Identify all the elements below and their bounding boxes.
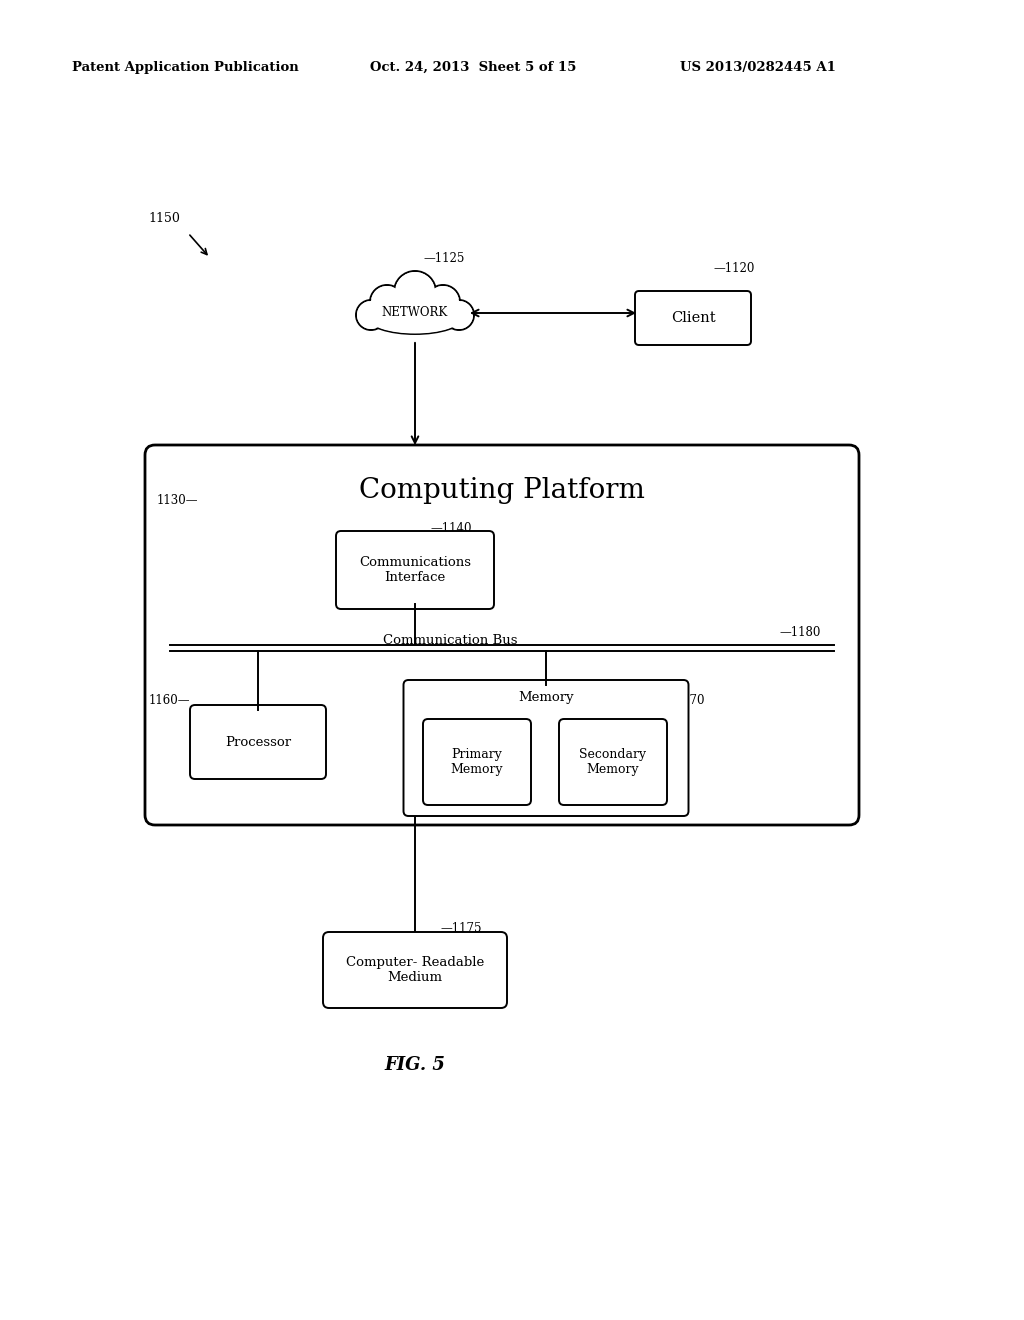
- Text: Primary
Memory: Primary Memory: [451, 748, 504, 776]
- Text: Computer- Readable
Medium: Computer- Readable Medium: [346, 956, 484, 983]
- Text: —1170: —1170: [664, 693, 705, 706]
- Circle shape: [444, 300, 474, 330]
- Text: —1175: —1175: [440, 921, 481, 935]
- Text: —1180: —1180: [779, 627, 820, 639]
- Text: Oct. 24, 2013  Sheet 5 of 15: Oct. 24, 2013 Sheet 5 of 15: [370, 61, 577, 74]
- Text: 1130—: 1130—: [157, 494, 199, 507]
- Text: —1140: —1140: [430, 521, 471, 535]
- FancyBboxPatch shape: [403, 680, 688, 816]
- Text: —1125: —1125: [423, 252, 464, 264]
- Circle shape: [426, 285, 460, 319]
- Text: FIG. 5: FIG. 5: [385, 1056, 445, 1074]
- Text: Memory: Memory: [518, 692, 573, 705]
- Circle shape: [395, 272, 435, 312]
- Circle shape: [357, 301, 385, 329]
- Text: —1120: —1120: [713, 261, 755, 275]
- Circle shape: [370, 285, 404, 319]
- Text: Secondary
Memory: Secondary Memory: [580, 748, 646, 776]
- FancyBboxPatch shape: [190, 705, 326, 779]
- Text: 1174—: 1174—: [431, 711, 472, 725]
- Ellipse shape: [369, 302, 462, 334]
- Text: Communication Bus: Communication Bus: [383, 634, 517, 647]
- FancyBboxPatch shape: [423, 719, 531, 805]
- Circle shape: [371, 286, 403, 318]
- Ellipse shape: [368, 302, 463, 334]
- Circle shape: [394, 271, 436, 313]
- Text: 1160—: 1160—: [148, 693, 190, 706]
- FancyBboxPatch shape: [323, 932, 507, 1008]
- Text: Processor: Processor: [225, 735, 291, 748]
- Text: Communications
Interface: Communications Interface: [359, 556, 471, 583]
- FancyBboxPatch shape: [559, 719, 667, 805]
- Text: Patent Application Publication: Patent Application Publication: [72, 61, 299, 74]
- FancyBboxPatch shape: [336, 531, 494, 609]
- Text: Computing Platform: Computing Platform: [359, 477, 645, 503]
- Circle shape: [356, 300, 386, 330]
- FancyBboxPatch shape: [145, 445, 859, 825]
- Text: 1150: 1150: [148, 211, 180, 224]
- Text: NETWORK: NETWORK: [382, 306, 449, 319]
- FancyBboxPatch shape: [635, 290, 751, 345]
- Circle shape: [445, 301, 473, 329]
- Text: —1176: —1176: [623, 711, 665, 725]
- Text: Client: Client: [671, 312, 716, 325]
- Text: US 2013/0282445 A1: US 2013/0282445 A1: [680, 61, 836, 74]
- Circle shape: [427, 286, 459, 318]
